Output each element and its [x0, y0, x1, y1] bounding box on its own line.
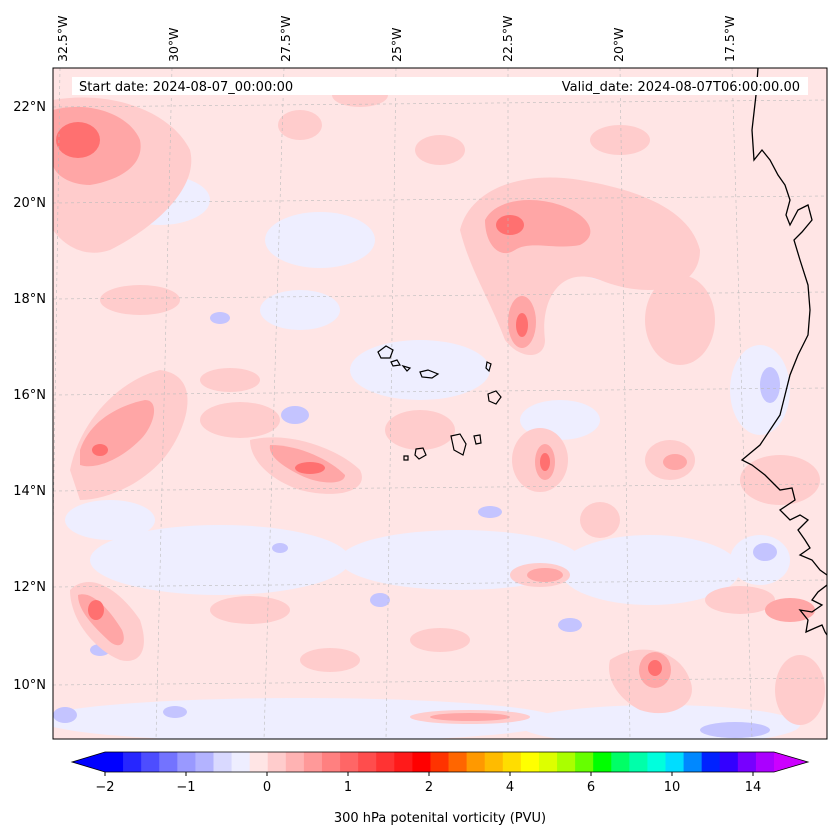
colorbar-cell [177, 752, 196, 772]
cb-tick-label: 4 [506, 780, 514, 795]
colorbar-cell [683, 752, 703, 772]
cb-tick-label: −2 [95, 780, 114, 795]
colorbar-cell [412, 752, 431, 772]
lon-label: 17.5°W [722, 16, 737, 62]
colorbar-cell [701, 752, 721, 772]
lat-label: 14°N [13, 484, 46, 499]
colorbar-cell [629, 752, 648, 772]
colorbar-cell [358, 752, 377, 772]
colorbar-cell [303, 752, 323, 772]
colorbar-cell [647, 752, 666, 772]
lat-label: 10°N [13, 678, 46, 693]
colorbar-cell [448, 752, 468, 772]
lon-label: 32.5°W [55, 16, 70, 62]
colorbar-cell [593, 752, 612, 772]
lat-label: 12°N [13, 580, 46, 595]
colorbar-cell [123, 752, 142, 772]
colorbar-cell [213, 752, 232, 772]
lon-label: 25°W [389, 27, 404, 62]
colorbar-cell [376, 752, 395, 772]
colorbar-cell [557, 752, 576, 772]
latitude-labels: 22°N 20°N 18°N 16°N 14°N 12°N 10°N [13, 100, 46, 693]
lat-label: 18°N [13, 292, 46, 307]
colorbar-over-arrow [774, 752, 808, 772]
colorbar-cell [719, 752, 739, 772]
longitude-labels: 32.5°W 30°W 27.5°W 25°W 22.5°W 20°W 17.5… [55, 16, 737, 62]
colorbar-cell [285, 752, 305, 772]
colorbar-cell [430, 752, 449, 772]
colorbar-cell [321, 752, 341, 772]
colorbar-cell [249, 752, 269, 772]
strong-positive-pv-areas [56, 122, 662, 676]
colorbar-cell [340, 752, 359, 772]
lon-label: 30°W [166, 27, 181, 62]
colorbar-cell [466, 752, 486, 772]
colorbar-cell [484, 752, 504, 772]
colorbar-ticks [104, 772, 754, 776]
colorbar-cells [105, 752, 775, 772]
colorbar-cell [105, 752, 124, 772]
colorbar-cell [195, 752, 214, 772]
colorbar-cell [267, 752, 287, 772]
colorbar-cell [520, 752, 540, 772]
colorbar: −2 −1 0 1 2 4 6 10 14 300 hPa potenital … [70, 751, 810, 826]
lon-label: 27.5°W [278, 16, 293, 62]
colorbar-cell [141, 752, 160, 772]
cb-tick-label: 10 [664, 780, 681, 795]
lon-label: 20°W [611, 27, 626, 62]
lat-label: 16°N [13, 388, 46, 403]
graticule [53, 68, 827, 739]
cape-verde-islands [377, 345, 502, 461]
lat-label: 20°N [13, 196, 46, 211]
colorbar-cell [502, 752, 522, 772]
africa-coastline [740, 68, 827, 576]
africa-coastline-south [798, 584, 827, 636]
colorbar-cell [737, 752, 757, 772]
lat-label: 22°N [13, 100, 46, 115]
cb-tick-label: 6 [587, 780, 595, 795]
colorbar-cell [231, 752, 251, 772]
cb-tick-label: 0 [263, 780, 271, 795]
lon-label: 22.5°W [500, 16, 515, 62]
colorbar-cell [394, 752, 413, 772]
valid-date-text: Valid_date: 2024-08-07T06:00:00.00 [562, 80, 800, 95]
colorbar-under-arrow [72, 752, 105, 772]
header-strip [72, 77, 808, 95]
colorbar-cell [159, 752, 178, 772]
strong-negative-pv-areas [53, 312, 780, 738]
cb-tick-label: 14 [745, 780, 762, 795]
pv-field [53, 68, 827, 739]
colorbar-cell [575, 752, 594, 772]
cb-tick-label: 2 [425, 780, 433, 795]
colorbar-tick-labels: −2 −1 0 1 2 4 6 10 14 [95, 780, 761, 795]
colorbar-cell [665, 752, 684, 772]
map-frame [52, 67, 828, 740]
cb-tick-label: 1 [344, 780, 352, 795]
colorbar-cell [755, 752, 775, 772]
start-date-text: Start date: 2024-08-07_00:00:00 [79, 80, 293, 95]
colorbar-label: 300 hPa potenital vorticity (PVU) [334, 811, 546, 826]
cb-tick-label: −1 [176, 780, 195, 795]
colorbar-cell [538, 752, 558, 772]
colorbar-cell [611, 752, 630, 772]
